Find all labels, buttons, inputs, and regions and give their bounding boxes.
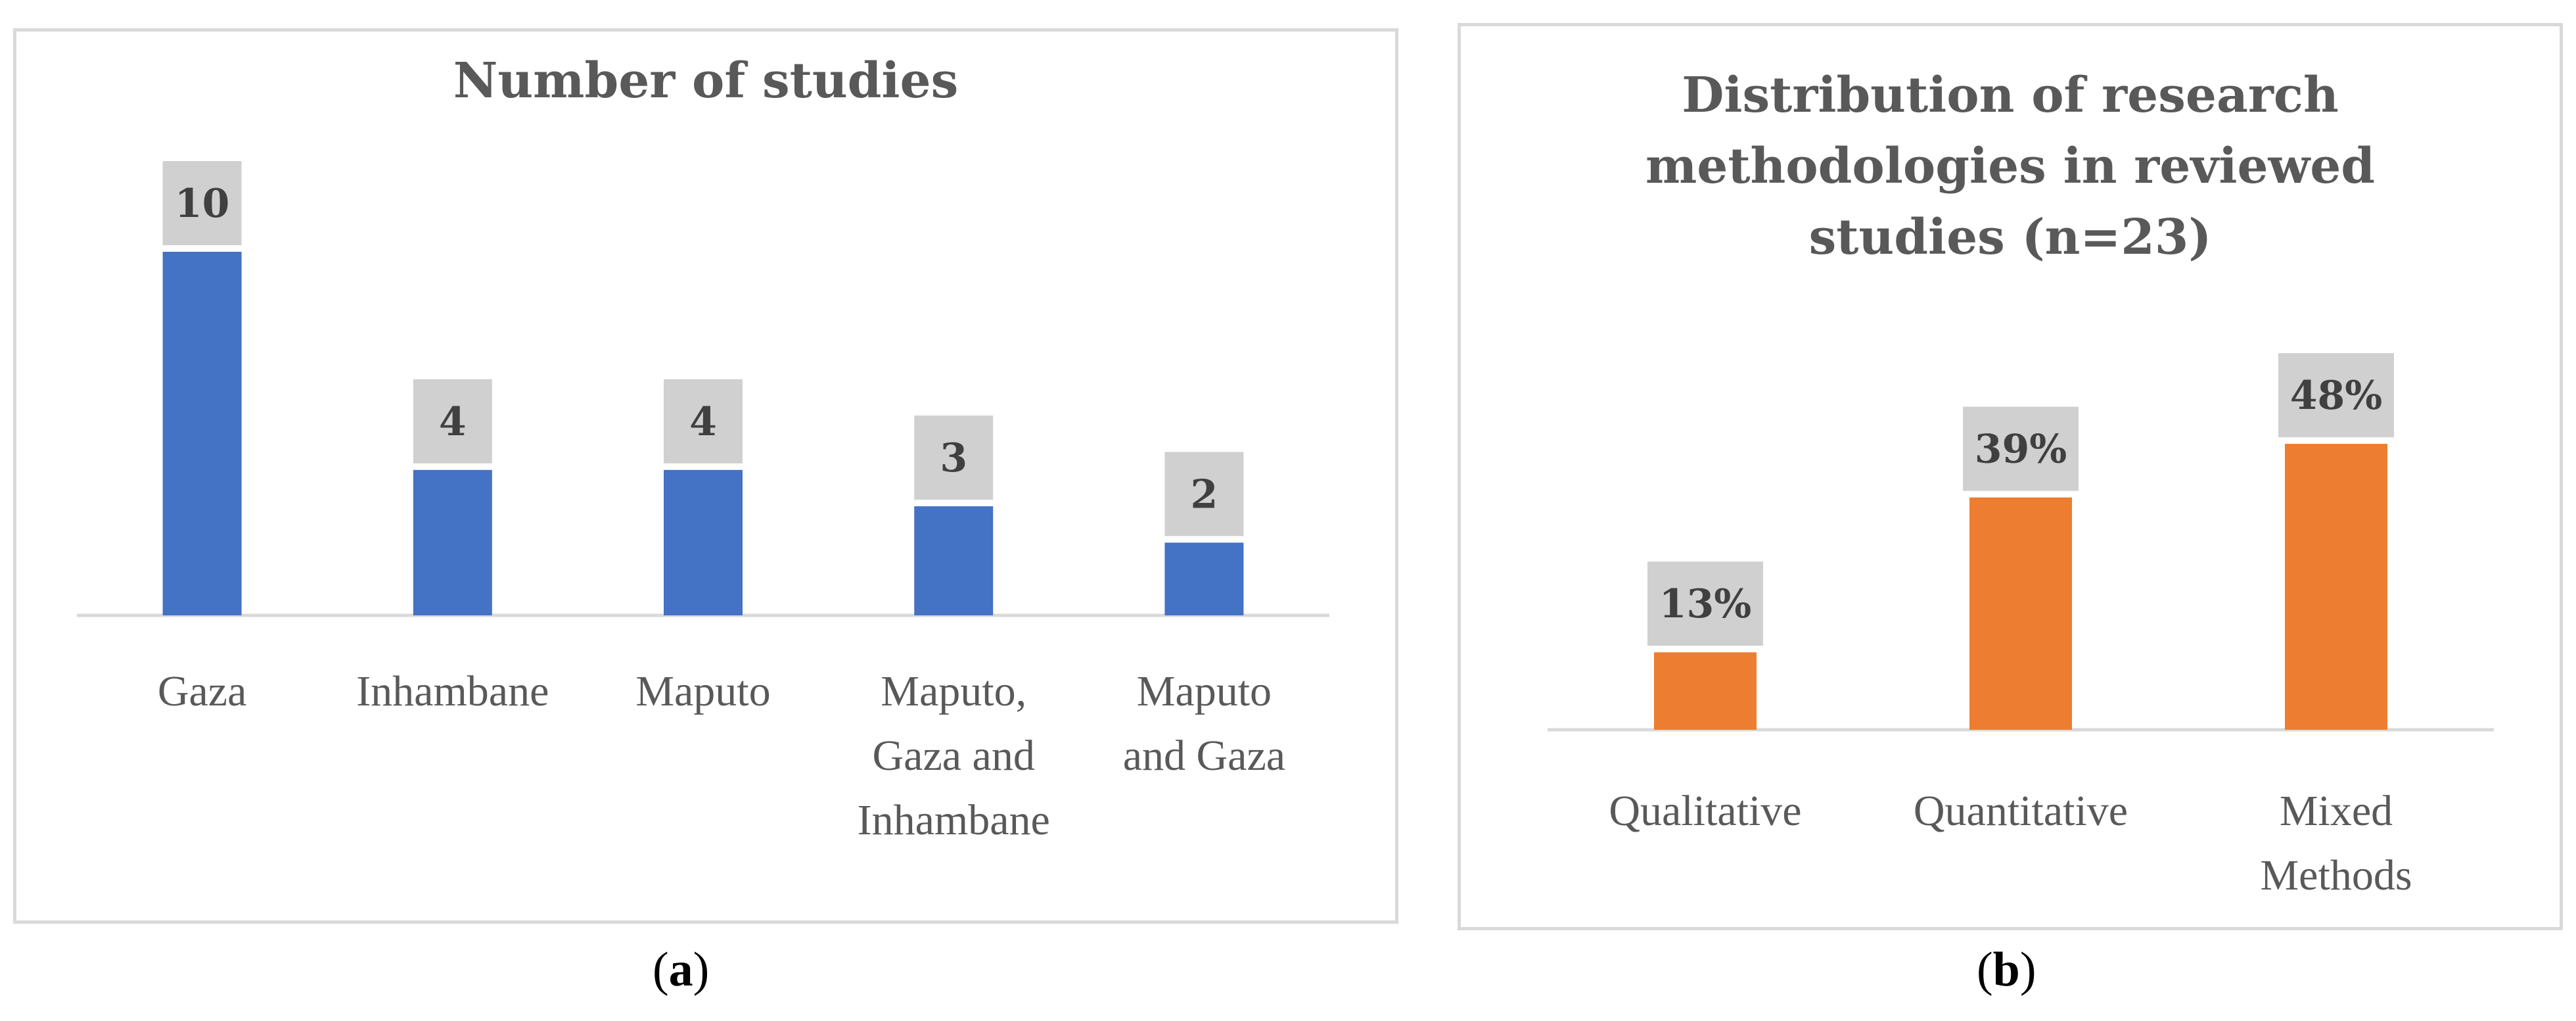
chart-b-category-label: Qualitative [1609, 787, 1801, 835]
chart-a-data-label-box [1164, 452, 1244, 536]
chart-b-category-label: Quantitative [1914, 787, 2128, 835]
caption-b: (b) [1977, 943, 2036, 997]
chart-b-data-label-box [1647, 561, 1763, 646]
chart-a-category-label: Inhambane [356, 667, 549, 715]
caption-a-letter: a [668, 943, 693, 997]
chart-a-data-label-box [664, 379, 743, 463]
chart-b-title: Distribution of research methodologies in… [1645, 67, 2375, 266]
chart-b-data-label-box [2278, 353, 2394, 438]
chart-b-data-label: 39% [1975, 427, 2067, 473]
caption-a: (a) [653, 943, 710, 997]
chart-b-category-label: Mixed Methods [2261, 787, 2412, 899]
chart-a-data-label-box [914, 416, 994, 500]
chart-a-bar [1164, 542, 1244, 615]
caption-b-letter: b [1992, 943, 2020, 997]
chart-a-panel: Number of studies 10 Gaza 4 Inhambane 4 Maputo… [13, 28, 1398, 924]
chart-a-category-label: Maputo [635, 667, 770, 715]
chart-b-data-label-box [1963, 406, 2079, 491]
chart-a-svg: Number of studies 10 Gaza 4 Inhambane 4 Maputo… [77, 53, 1329, 844]
chart-b-bar [1969, 497, 2072, 730]
chart-a-data-label-box [162, 161, 242, 245]
chart-b-panel: Distribution of research methodologies in… [1458, 23, 2563, 930]
chart-a-category-label: Maputo and Gaza [1123, 667, 1285, 780]
chart-a-category-label: Gaza [158, 667, 247, 715]
chart-a-data-label: 2 [1191, 471, 1218, 517]
chart-b-bar [1654, 652, 1757, 730]
chart-a-data-label-box [413, 379, 492, 463]
chart-a-data-label: 4 [689, 399, 717, 445]
chart-a-bar [162, 252, 242, 615]
chart-b-data-label: 48% [2290, 373, 2383, 419]
chart-b-data-label: 13% [1659, 581, 1752, 627]
chart-a-data-label: 3 [940, 435, 967, 481]
chart-b-svg: Distribution of research methodologies in… [1548, 67, 2494, 899]
chart-b-bar [2285, 444, 2387, 730]
chart-a-bar [413, 469, 492, 615]
chart-a-category-label: Maputo, Gaza and Inhambane [858, 667, 1050, 844]
chart-a-data-label: 10 [175, 181, 230, 227]
chart-a-bar [914, 506, 994, 615]
chart-a-title: Number of studies [453, 53, 959, 109]
chart-a-data-label: 4 [439, 399, 467, 445]
chart-a-bar [664, 469, 743, 615]
